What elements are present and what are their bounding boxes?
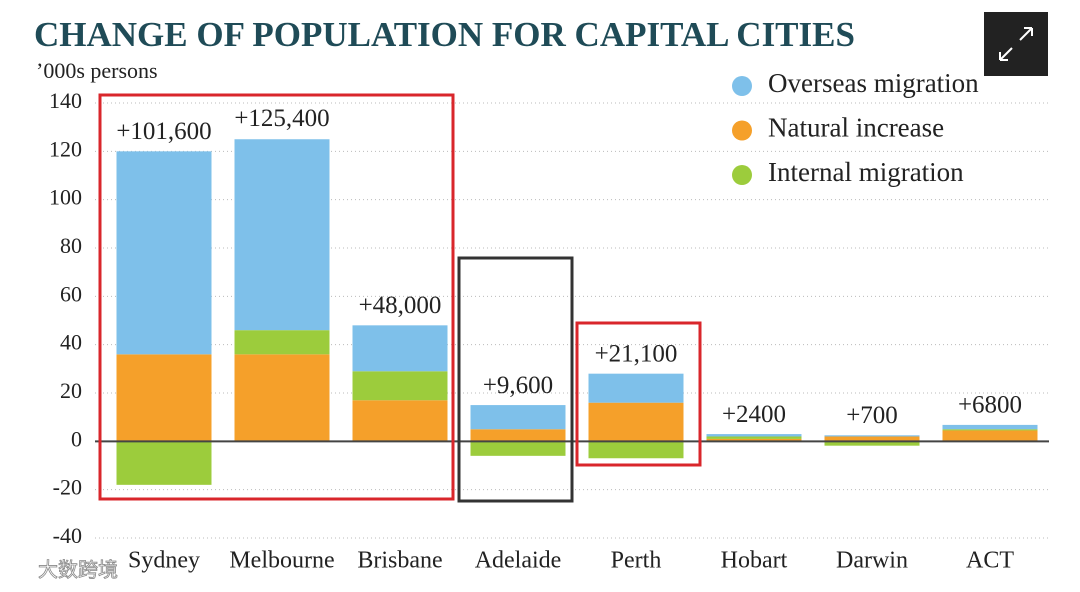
bar-segment [234,139,330,331]
y-tick-label: 80 [60,233,82,258]
x-tick-label: Adelaide [475,548,562,574]
watermark: 大数跨境 [38,559,118,582]
bar-segment [824,441,920,446]
bar-segment [116,354,212,442]
bar-segment [470,441,566,456]
x-tick-label: Melbourne [229,548,334,574]
x-tick-label: Brisbane [357,548,442,574]
bar-segment [942,430,1038,442]
y-tick-label: 120 [49,136,82,161]
y-tick-label: 60 [60,281,82,306]
bar-segment [942,429,1038,431]
y-tick-label: 20 [60,378,82,403]
bar-segment [116,441,212,485]
total-label: +21,100 [595,340,678,367]
legend-label: Natural increase [768,113,944,143]
x-tick-label: Sydney [128,548,200,574]
highlight-box [575,321,702,467]
chart-title: CHANGE OF POPULATION FOR CAPITAL CITIES [34,15,855,54]
x-tick-label: Darwin [836,548,908,574]
bar-segment [470,429,566,442]
y-tick-label: -20 [53,475,82,500]
total-label: +48,000 [359,292,442,319]
bar-segment [470,405,566,430]
highlight-box [98,93,455,501]
y-tick-label: 0 [71,426,82,451]
bar-segment [942,424,1038,430]
bar-segment [824,436,920,442]
total-label: +125,400 [234,105,329,132]
expand-button[interactable] [984,12,1048,76]
y-tick-label: 140 [49,88,82,113]
legend-label: Overseas migration [768,68,979,98]
bar-segment [352,371,448,401]
legend-swatch [732,165,752,185]
total-label: +101,600 [116,118,211,145]
bar-segment [234,330,330,355]
bar-segment [824,435,920,437]
x-tick-label: ACT [966,548,1014,574]
bar-segment [706,436,802,439]
expand-bg[interactable] [984,12,1048,76]
bar-segment [352,325,448,372]
bar-segment [116,151,212,355]
x-tick-label: Perth [611,548,662,574]
y-tick-label: -40 [53,523,82,548]
total-label: +2400 [722,401,786,428]
bar-segment [706,438,802,442]
legend-label: Internal migration [768,157,964,187]
legend-swatch [732,76,752,96]
expand-icon [999,27,1033,61]
y-axis-label: ’000s persons [36,58,158,83]
bar-segment [706,434,802,437]
x-tick-label: Hobart [721,548,788,574]
total-label: +6800 [958,392,1022,419]
bar-segment [588,373,684,403]
y-tick-label: 40 [60,330,82,355]
total-label: +700 [846,402,898,429]
bar-segment [588,402,684,442]
bar-segment [234,354,330,442]
bar-segment [588,441,684,459]
legend-swatch [732,120,752,141]
total-label: +9,600 [483,372,553,399]
bar-segment [352,400,448,442]
highlight-box [457,256,574,503]
y-tick-label: 100 [49,185,82,210]
